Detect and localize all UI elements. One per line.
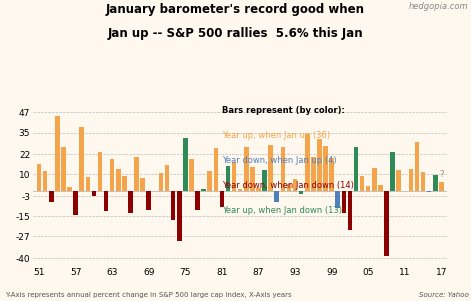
Text: January barometer's record good when: January barometer's record good when [106, 3, 365, 16]
Text: Jan up -- S&P 500 rallies  5.6% this Jan: Jan up -- S&P 500 rallies 5.6% this Jan [108, 27, 363, 40]
Bar [348, 191, 352, 230]
Bar [390, 152, 395, 191]
Bar [61, 147, 66, 191]
Bar [195, 191, 200, 210]
Bar [55, 116, 60, 191]
Bar [183, 138, 187, 191]
Bar [256, 188, 261, 191]
Bar [281, 147, 285, 191]
Bar [238, 189, 243, 191]
Bar [37, 163, 41, 191]
Bar [408, 169, 413, 191]
Bar [67, 187, 72, 191]
Bar [317, 139, 322, 191]
Text: ?: ? [440, 170, 444, 179]
Bar [116, 169, 121, 191]
Bar [122, 176, 127, 191]
Text: Year up, when Jan up (36): Year up, when Jan up (36) [221, 131, 330, 140]
Bar [433, 175, 438, 191]
Bar [140, 178, 145, 191]
Bar [439, 182, 444, 191]
Bar [372, 168, 377, 191]
Bar [80, 127, 84, 191]
Bar [244, 147, 249, 191]
Bar [110, 160, 114, 191]
Bar [299, 191, 303, 194]
Bar [226, 166, 230, 191]
Bar [177, 191, 181, 241]
Bar [207, 171, 212, 191]
Bar [165, 165, 170, 191]
Bar [171, 191, 175, 220]
Text: Y-Axis represents annual percent change in S&P 500 large cap index, X-Axis years: Y-Axis represents annual percent change … [5, 292, 292, 298]
Bar [360, 176, 365, 191]
Bar [128, 191, 133, 213]
Bar [275, 191, 279, 202]
Bar [397, 170, 401, 191]
Bar [341, 191, 346, 213]
Bar [329, 158, 334, 191]
Bar [98, 152, 102, 191]
Bar [293, 179, 297, 191]
Bar [92, 191, 96, 196]
Bar [384, 191, 389, 256]
Bar [268, 145, 273, 191]
Bar [86, 177, 90, 191]
Bar [232, 162, 236, 191]
Bar [73, 191, 78, 215]
Bar [104, 191, 108, 211]
Bar [202, 189, 206, 191]
Bar [378, 185, 382, 191]
Bar [305, 134, 309, 191]
Bar [414, 141, 419, 191]
Bar [421, 172, 425, 191]
Bar [219, 191, 224, 207]
Bar [43, 171, 48, 191]
Bar [159, 173, 163, 191]
Text: Year down, when Jan down (14): Year down, when Jan down (14) [221, 181, 353, 190]
Bar [262, 170, 267, 191]
Bar [287, 184, 291, 191]
Bar [427, 191, 431, 192]
Bar [146, 191, 151, 210]
Bar [134, 157, 139, 191]
Text: hedgopia.com: hedgopia.com [409, 2, 469, 11]
Bar [189, 159, 194, 191]
Bar [354, 147, 358, 191]
Text: Year down, when Jan up (4): Year down, when Jan up (4) [221, 156, 336, 165]
Text: Year up, when Jan down (13): Year up, when Jan down (13) [221, 206, 341, 216]
Bar [213, 148, 218, 191]
Bar [335, 191, 340, 208]
Bar [366, 186, 371, 191]
Text: Source: Yahoo: Source: Yahoo [419, 292, 469, 298]
Bar [311, 157, 316, 191]
Bar [323, 146, 328, 191]
Text: Bars represent (by color):: Bars represent (by color): [221, 106, 344, 115]
Bar [250, 167, 255, 191]
Bar [49, 191, 54, 202]
